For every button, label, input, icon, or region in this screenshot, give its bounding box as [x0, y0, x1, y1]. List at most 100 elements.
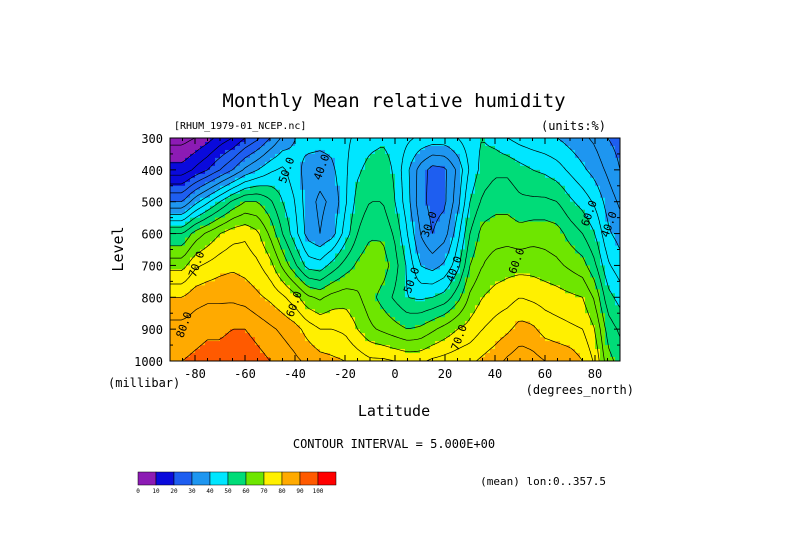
- contour-cell: [610, 197, 616, 203]
- contour-cell: [380, 329, 386, 334]
- contour-cell: [305, 141, 311, 147]
- contour-cell: [490, 341, 496, 346]
- contour-cell: [485, 257, 491, 263]
- contour-cell: [255, 189, 261, 195]
- contour-cell: [465, 277, 471, 282]
- contour-cell: [320, 329, 326, 334]
- contour-cell: [305, 197, 311, 203]
- contour-cell: [480, 301, 486, 306]
- contour-cell: [330, 245, 336, 251]
- contour-cell: [260, 357, 266, 361]
- contour-cell: [350, 189, 356, 195]
- contour-cell: [255, 233, 261, 239]
- contour-cell: [550, 193, 556, 199]
- contour-cell: [185, 273, 191, 278]
- contour-cell: [435, 305, 441, 310]
- contour-cell: [480, 345, 486, 350]
- contour-cell: [605, 233, 611, 239]
- contour-cell: [505, 149, 511, 155]
- contour-cell: [170, 349, 176, 354]
- contour-cell: [575, 337, 581, 342]
- contour-cell: [545, 317, 551, 322]
- contour-cell: [610, 325, 616, 330]
- contour-cell: [570, 209, 576, 215]
- contour-cell: [600, 353, 606, 358]
- contour-cell: [385, 333, 391, 338]
- contour-cell: [585, 213, 591, 219]
- contour-cell: [180, 241, 186, 247]
- contour-cell: [490, 209, 496, 215]
- contour-cell: [460, 349, 466, 354]
- contour-cell: [590, 157, 596, 163]
- contour-cell: [500, 357, 506, 361]
- contour-cell: [465, 257, 471, 263]
- contour-cell: [225, 273, 231, 278]
- contour-cell: [255, 217, 261, 223]
- contour-cell: [325, 173, 331, 179]
- contour-cell: [380, 345, 386, 350]
- contour-cell: [600, 281, 606, 286]
- contour-cell: [330, 289, 336, 294]
- contour-cell: [465, 269, 471, 274]
- contour-cell: [515, 257, 521, 263]
- contour-cell: [520, 237, 526, 243]
- contour-cell: [360, 169, 366, 175]
- contour-cell: [260, 237, 266, 243]
- contour-cell: [315, 221, 321, 227]
- contour-cell: [585, 253, 591, 259]
- contour-cell: [605, 205, 611, 211]
- contour-cell: [550, 189, 556, 195]
- contour-cell: [285, 277, 291, 282]
- contour-cell: [400, 281, 406, 286]
- contour-cell: [210, 341, 216, 346]
- contour-cell: [450, 245, 456, 251]
- contour-cell: [320, 169, 326, 175]
- contour-cell: [430, 165, 436, 171]
- contour-cell: [440, 141, 446, 147]
- contour-cell: [195, 329, 201, 334]
- contour-cell: [445, 153, 451, 159]
- contour-cell: [475, 313, 481, 318]
- contour-cell: [595, 185, 601, 191]
- contour-cell: [205, 157, 211, 163]
- contour-cell: [305, 261, 311, 267]
- contour-cell: [390, 193, 396, 199]
- contour-cell: [300, 345, 306, 350]
- contour-cell: [325, 189, 331, 195]
- contour-cell: [500, 138, 506, 143]
- contour-cell: [495, 193, 501, 199]
- contour-cell: [560, 337, 566, 342]
- contour-cell: [450, 265, 456, 271]
- contour-cell: [555, 225, 561, 231]
- contour-cell: [420, 341, 426, 346]
- contour-cell: [250, 333, 256, 338]
- contour-cell: [590, 293, 596, 298]
- contour-cell: [240, 225, 246, 231]
- contour-cell: [575, 349, 581, 354]
- contour-cell: [245, 257, 251, 263]
- contour-cell: [175, 157, 181, 163]
- contour-cell: [180, 253, 186, 259]
- contour-cell: [420, 353, 426, 358]
- contour-cell: [585, 325, 591, 330]
- contour-cell: [245, 177, 251, 183]
- contour-cell: [570, 257, 576, 263]
- contour-cell: [390, 277, 396, 282]
- contour-cell: [215, 161, 221, 167]
- contour-cell: [410, 289, 416, 294]
- contour-cell: [180, 265, 186, 271]
- contour-cell: [605, 189, 611, 195]
- contour-cell: [485, 353, 491, 358]
- contour-cell: [215, 173, 221, 179]
- contour-cell: [600, 269, 606, 274]
- contour-cell: [595, 337, 601, 342]
- contour-cell: [260, 353, 266, 358]
- contour-cell: [285, 177, 291, 183]
- contour-cell: [270, 189, 276, 195]
- contour-cell: [510, 161, 516, 167]
- contour-cell: [395, 217, 401, 223]
- contour-cell: [290, 345, 296, 350]
- contour-cell: [245, 217, 251, 223]
- contour-cell: [380, 153, 386, 159]
- contour-cell: [220, 185, 226, 191]
